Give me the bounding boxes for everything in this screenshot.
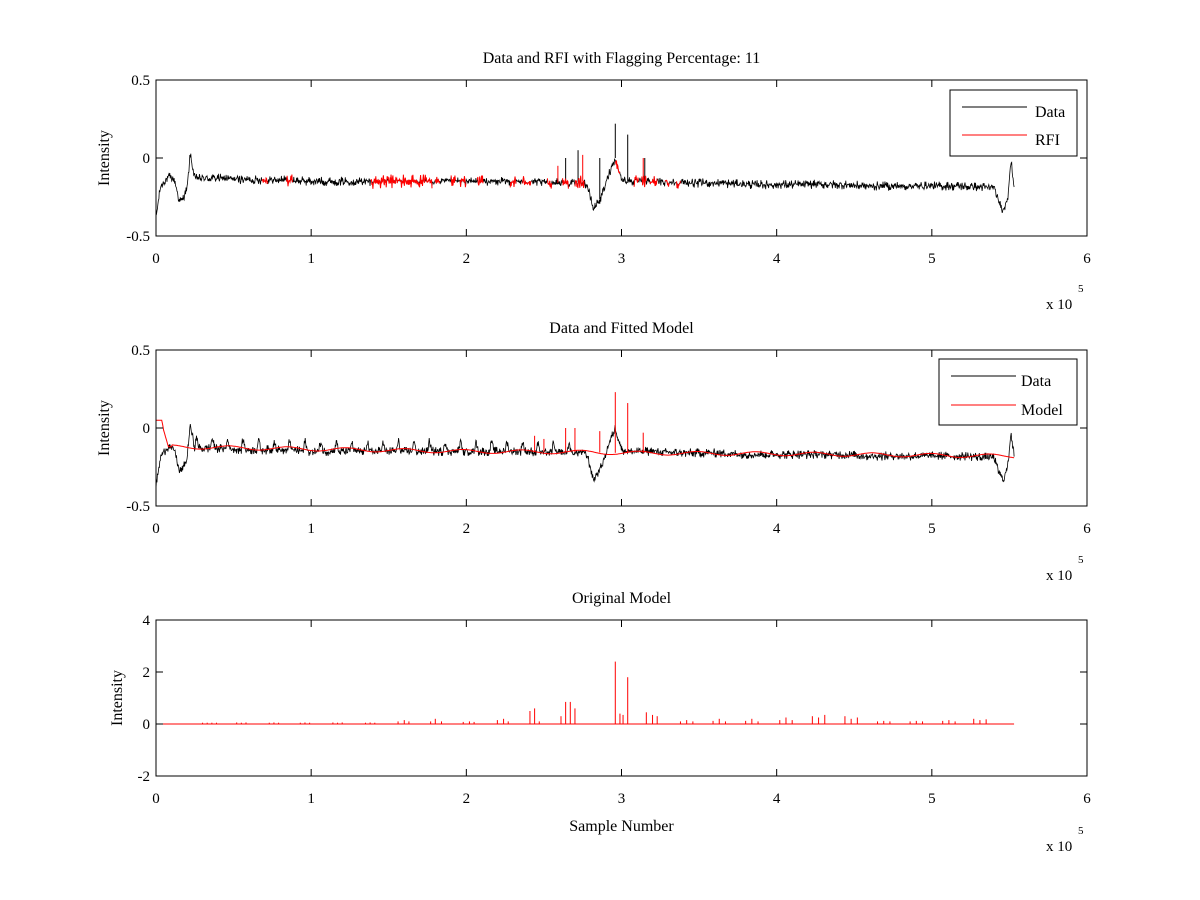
legend-label-model: Model <box>1021 402 1063 419</box>
rfi-flagged-segment <box>574 175 585 189</box>
rfi-flagged-segment <box>615 160 621 175</box>
x-tick-label: 1 <box>307 251 315 267</box>
x-tick-label: 5 <box>928 791 936 807</box>
rfi-flagged-segment <box>509 176 517 188</box>
x-tick-label: 5 <box>928 251 936 267</box>
x-tick-label: 6 <box>1083 251 1091 267</box>
plot-frame <box>155 349 1088 507</box>
x-tick-label: 5 <box>928 521 936 537</box>
y-tick-label: 2 <box>143 665 151 681</box>
rfi-flagged-segment <box>664 179 670 187</box>
rfi-flagged-segment <box>261 176 268 184</box>
y-axis-label: Intensity <box>96 130 113 186</box>
series-layer <box>155 123 1015 216</box>
x-tick-label: 1 <box>307 521 315 537</box>
legend-label-data: Data <box>1021 373 1051 390</box>
x-tick-label: 1 <box>307 791 315 807</box>
x-multiplier-exponent: 5 <box>1078 554 1084 566</box>
plot-frame <box>155 619 1088 777</box>
y-axis-label: Intensity <box>109 670 126 726</box>
tick-layer: 0 1 2 3 4 5 6-0.500.5 <box>126 73 1091 267</box>
y-tick-label: -0.5 <box>126 499 150 515</box>
series-layer <box>156 661 1015 725</box>
subplot-original-model: Original Model Intensity Sample Number 0… <box>109 590 1091 855</box>
x-tick-label: 3 <box>618 251 626 267</box>
y-tick-label: -0.5 <box>126 229 150 245</box>
x-multiplier-base: x 10 <box>1046 839 1072 855</box>
x-tick-label: 2 <box>463 521 471 537</box>
rfi-flagged-segment <box>562 178 569 189</box>
subplot-title: Original Model <box>572 590 672 607</box>
x-tick-label: 4 <box>773 521 781 537</box>
subplot-data-and-fitted-model: Data and Fitted Model Intensity 0 1 2 3 4 5 6 -… <box>96 320 1091 584</box>
rfi-flagged-segment <box>675 180 681 189</box>
x-multiplier-base: x 10 <box>1046 297 1072 313</box>
rfi-flagged-segment <box>450 175 456 187</box>
rfi-flagged-segment <box>370 174 433 189</box>
subplot-title: Data and Fitted Model <box>549 320 694 337</box>
x-multiplier-exponent: 5 <box>1078 283 1084 295</box>
x-tick-label: 3 <box>618 791 626 807</box>
rfi-flagged-segment <box>434 176 441 184</box>
subplot-title: Data and RFI with Flagging Percentage: 1… <box>483 50 761 67</box>
x-tick-label: 0 <box>152 521 160 537</box>
y-tick-label: 0 <box>143 717 151 733</box>
y-tick-label: 0.5 <box>131 343 150 359</box>
legend-label-rfi: RFI <box>1035 132 1060 149</box>
series-layer <box>155 392 1015 489</box>
x-tick-label: 4 <box>773 791 781 807</box>
rfi-flagged-segment <box>286 174 293 187</box>
series-data-line <box>155 423 1015 489</box>
x-multiplier-base: x 10 <box>1046 568 1072 584</box>
y-tick-label: -2 <box>138 769 151 785</box>
x-tick-label: 3 <box>618 521 626 537</box>
rfi-flagged-segment <box>649 176 658 187</box>
x-tick-label: 2 <box>463 791 471 807</box>
legend-box <box>938 358 1078 426</box>
x-multiplier-exponent: 5 <box>1078 825 1084 837</box>
rfi-flagged-segment <box>476 175 484 186</box>
plot-frame <box>155 79 1088 237</box>
rfi-flagged-segment <box>546 178 553 189</box>
rfi-flagged-segment <box>633 175 639 187</box>
y-tick-label: 0 <box>143 421 151 437</box>
y-tick-label: 0 <box>143 151 151 167</box>
legend: Data Model <box>938 358 1078 426</box>
y-tick-label: 4 <box>143 613 151 629</box>
rfi-flagged-segment <box>459 176 467 188</box>
x-tick-label: 6 <box>1083 521 1091 537</box>
legend-label-data: Data <box>1035 104 1065 121</box>
x-tick-label: 2 <box>463 251 471 267</box>
rfi-flagged-segment <box>641 175 647 188</box>
legend: Data RFI <box>949 89 1078 157</box>
series-model-line <box>156 419 1015 459</box>
subplot-data-and-rfi: Data and RFI with Flagging Percentage: 1… <box>96 50 1091 313</box>
x-tick-label: 0 <box>152 251 160 267</box>
rfi-flagged-segment <box>522 176 532 186</box>
legend-box <box>949 89 1078 157</box>
x-tick-label: 4 <box>773 251 781 267</box>
x-axis-label: Sample Number <box>569 818 674 835</box>
y-tick-label: 0.5 <box>131 73 150 89</box>
y-axis-label: Intensity <box>96 400 113 456</box>
tick-layer: 0 1 2 3 4 5 6-0.500.5 <box>126 343 1091 537</box>
series-data-line <box>155 153 1015 216</box>
x-tick-label: 0 <box>152 791 160 807</box>
x-tick-label: 6 <box>1083 791 1091 807</box>
